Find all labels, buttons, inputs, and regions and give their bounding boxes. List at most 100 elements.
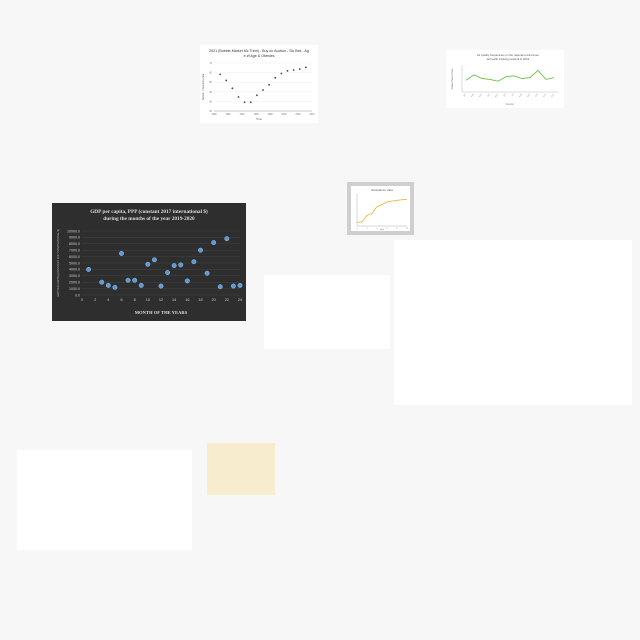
- x-tick-label: 2004: [309, 114, 315, 116]
- data-point: [184, 278, 190, 284]
- data-point: [304, 66, 307, 69]
- chart-title: 2021 (Bubble-Market Mc Trem) - Buy on Au…: [209, 49, 309, 53]
- data-point: [249, 101, 252, 104]
- data-point: [224, 236, 230, 242]
- x-tick-label: 10: [146, 298, 150, 302]
- x-tick-label: Nov: [543, 93, 547, 98]
- y-tick-label: 3000.0: [69, 274, 80, 278]
- chart-rural-population: [17, 450, 192, 550]
- x-tick-label: 18: [198, 298, 202, 302]
- data-point: [112, 284, 118, 290]
- x-tick-label: May: [495, 93, 499, 98]
- x-tick-label: 1998: [267, 114, 273, 116]
- x-tick-label: 0: [81, 298, 83, 302]
- y-axis-label: Global Peace Index: [451, 68, 454, 90]
- x-tick-label: Aug: [518, 92, 523, 98]
- x-tick-label: 4: [376, 228, 378, 230]
- data-point: [211, 240, 217, 245]
- x-tick-label: Jul: [512, 93, 515, 97]
- y-tick-label: 70: [209, 62, 212, 65]
- y-tick-label: 20: [209, 110, 212, 113]
- data-point: [151, 257, 157, 263]
- data-point: [243, 101, 246, 104]
- chart-rapid-price: [207, 443, 275, 495]
- x-tick-label: 1994: [239, 114, 245, 116]
- x-axis-label: Time: [256, 117, 262, 121]
- y-tick-label: 1000.0: [69, 287, 80, 291]
- x-tick-label: 2002: [295, 114, 301, 116]
- y-tick-label: 8000.0: [69, 242, 80, 246]
- data-point: [237, 282, 243, 288]
- x-axis-label: MONTH OF THE YEARS: [135, 310, 188, 315]
- data-point: [171, 263, 177, 269]
- x-tick-label: 8: [134, 298, 136, 302]
- x-tick-label: 8: [396, 228, 398, 230]
- x-tick-label: 20: [212, 298, 216, 302]
- chart-title-cont: tal health tracking network in 2019: [487, 57, 530, 61]
- data-point: [125, 277, 131, 283]
- data-line: [465, 69, 555, 82]
- data-point: [219, 73, 222, 76]
- data-point: [86, 266, 92, 272]
- x-tick-label: 2: [366, 228, 368, 230]
- chart-resistance-data: Resistance data 0 2 4 6 8 10 time: [347, 182, 414, 235]
- data-point: [105, 282, 111, 288]
- x-tick-label: Sep: [527, 93, 531, 98]
- data-point: [298, 68, 301, 71]
- data-point: [230, 283, 236, 289]
- y-tick-label: 0.0: [75, 293, 80, 297]
- y-tick-label: 50: [209, 81, 212, 84]
- chart-subtitle: during the months of the year 2019-2020: [103, 216, 195, 222]
- x-axis-label: Country: [506, 103, 516, 106]
- y-tick-label: 60: [209, 72, 212, 75]
- x-tick-label: 0: [356, 228, 358, 230]
- data-point: [280, 72, 283, 75]
- chart-gdp-per-capita: GDP per capita, PPP (constant 2017 inter…: [52, 203, 246, 321]
- x-tick-label: 10: [406, 228, 409, 230]
- x-tick-label: 14: [172, 298, 176, 302]
- data-point: [165, 270, 171, 276]
- x-tick-label: 6: [120, 298, 122, 302]
- data-point: [204, 270, 210, 276]
- chart-global-peace-index: Air quality frequencies on the national …: [446, 50, 564, 108]
- data-point: [274, 76, 277, 79]
- data-point: [217, 284, 223, 290]
- data-point: [178, 262, 184, 268]
- data-point: [262, 89, 264, 91]
- y-tick-label: 2000.0: [69, 281, 80, 285]
- data-point: [99, 279, 105, 285]
- x-tick-label: 6: [386, 228, 388, 230]
- x-tick-label: Jun: [503, 93, 507, 98]
- chart-sensor-frequency: 2021 (Bubble-Market Mc Trem) - Buy on Au…: [200, 45, 318, 123]
- x-tick-label: 2: [94, 298, 96, 302]
- chart-title-cont: e #f Age & Obesles: [244, 54, 275, 58]
- x-tick-label: 1990: [211, 114, 217, 116]
- data-point: [191, 259, 197, 265]
- x-tick-label: 12: [159, 298, 163, 302]
- y-tick-label: 5000.0: [69, 261, 80, 265]
- x-tick-label: 16: [185, 298, 189, 302]
- y-tick-label: 40: [209, 91, 212, 94]
- x-tick-label: Feb: [471, 93, 475, 98]
- data-point: [255, 94, 258, 97]
- x-tick-label: 22: [225, 298, 229, 302]
- chart-happiness-index: [264, 275, 390, 349]
- x-tick-label: Apr: [487, 93, 491, 98]
- data-point: [132, 277, 138, 283]
- plot-background: [351, 186, 410, 231]
- data-point: [198, 247, 203, 253]
- x-tick-label: Oct: [535, 93, 539, 98]
- data-point: [237, 96, 240, 98]
- y-tick-label: 9000.0: [69, 236, 80, 240]
- x-tick-label: 1996: [253, 114, 259, 116]
- x-tick-label: 24: [238, 298, 242, 302]
- chart-title: Resistance data: [371, 188, 393, 192]
- x-tick-label: 4: [107, 298, 109, 302]
- y-axis-label: Sensor - Frequency data: [202, 73, 205, 100]
- y-tick-label: 4000.0: [69, 268, 80, 272]
- data-point: [119, 250, 124, 256]
- data-point: [268, 83, 271, 86]
- y-tick-label: 7000.0: [69, 249, 80, 253]
- data-point: [158, 283, 164, 289]
- data-point: [292, 69, 295, 71]
